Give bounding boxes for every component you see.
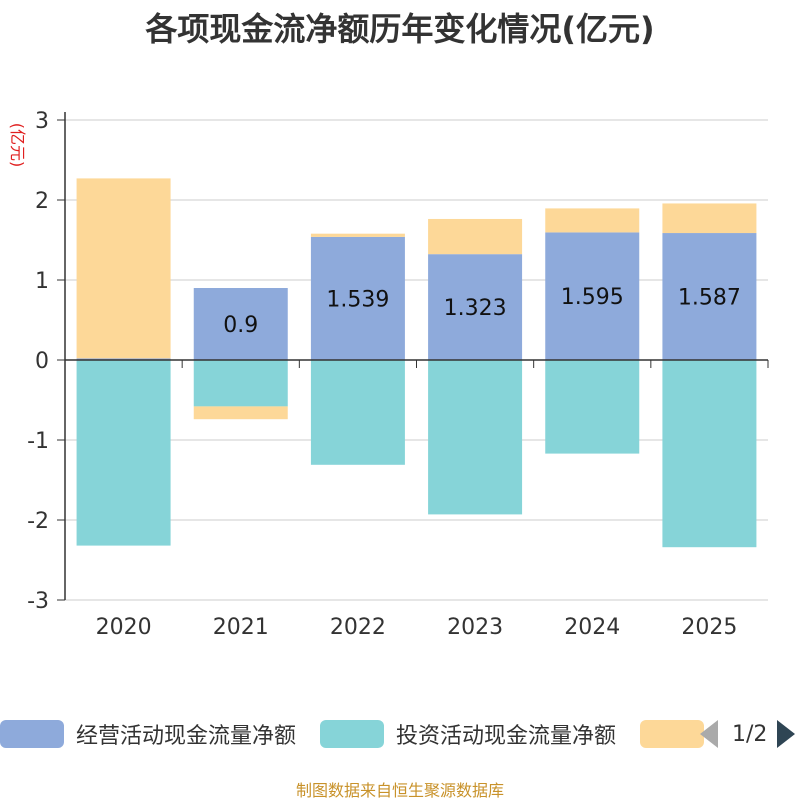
legend-pager: 1/2: [700, 716, 796, 752]
y-tick-label: 3: [35, 109, 49, 134]
y-tick-label: -2: [27, 509, 49, 534]
bar-2025-series-0: [662, 233, 757, 360]
legend-page-indicator: 1/2: [732, 721, 768, 747]
legend-item-financing[interactable]: [640, 716, 704, 752]
x-category-label: 2025: [681, 615, 737, 640]
bar-2020-series-0: [76, 358, 171, 360]
bar-2021-series-0: [193, 288, 288, 360]
bar-2020-series-2: [76, 178, 171, 359]
chart-title: 各项现金流净额历年变化情况(亿元): [145, 10, 655, 48]
x-category-label: 2024: [564, 615, 620, 640]
y-tick-label: 0: [35, 349, 49, 374]
bar-2024-series-0: [545, 232, 640, 360]
x-category-label: 2023: [447, 615, 503, 640]
bar-2023-series-0: [428, 254, 523, 360]
x-category-label: 2022: [330, 615, 386, 640]
bar-2022-series-2: [310, 233, 405, 237]
x-category-label: 2021: [213, 615, 269, 640]
data-label-2024: 1.595: [561, 285, 624, 310]
next-page-icon[interactable]: [777, 720, 796, 748]
legend-item-operating[interactable]: 经营活动现金流量净额: [0, 716, 296, 752]
y-axis-unit-label: (亿元): [8, 123, 27, 168]
y-tick-label: -3: [27, 589, 49, 614]
bar-2021-series-1: [193, 360, 288, 407]
bar-2024-series-1: [545, 360, 640, 454]
bar-2023-series-1: [428, 360, 523, 515]
legend-swatch-operating: [0, 720, 64, 748]
previous-page-icon[interactable]: [700, 720, 718, 748]
legend-swatch-financing: [640, 720, 704, 748]
data-label-2021: 0.9: [223, 313, 258, 338]
bar-2025-series-2: [662, 203, 757, 234]
data-label-2023: 1.323: [444, 296, 507, 321]
legend: 经营活动现金流量净额 投资活动现金流量净额 1/2: [0, 716, 800, 752]
bar-2022-series-0: [310, 236, 405, 360]
y-tick-label: 2: [35, 189, 49, 214]
bar-2023-series-2: [428, 218, 523, 255]
x-category-label: 2020: [96, 615, 152, 640]
y-tick-label: 1: [35, 269, 49, 294]
bar-2021-series-2: [193, 406, 288, 420]
data-source-note: 制图数据来自恒生聚源数据库: [295, 781, 504, 800]
legend-swatch-investing: [320, 720, 384, 748]
bar-2024-series-2: [545, 208, 640, 233]
legend-label-investing: 投资活动现金流量净额: [396, 724, 617, 749]
y-tick-label: -1: [27, 429, 49, 454]
data-label-2022: 1.539: [326, 287, 389, 312]
bar-2025-series-1: [662, 360, 757, 548]
legend-label-operating: 经营活动现金流量净额: [76, 724, 297, 749]
chart-canvas: 3 2 1 0 -1 -2 -3 (亿元) 2020 2021 2022 2023 2024 2025 0.…: [8, 109, 769, 640]
bar-2022-series-1: [310, 360, 405, 465]
legend-item-investing[interactable]: 投资活动现金流量净额: [320, 716, 616, 752]
data-label-2025: 1.587: [678, 286, 741, 311]
bar-2020-series-1: [76, 360, 171, 546]
